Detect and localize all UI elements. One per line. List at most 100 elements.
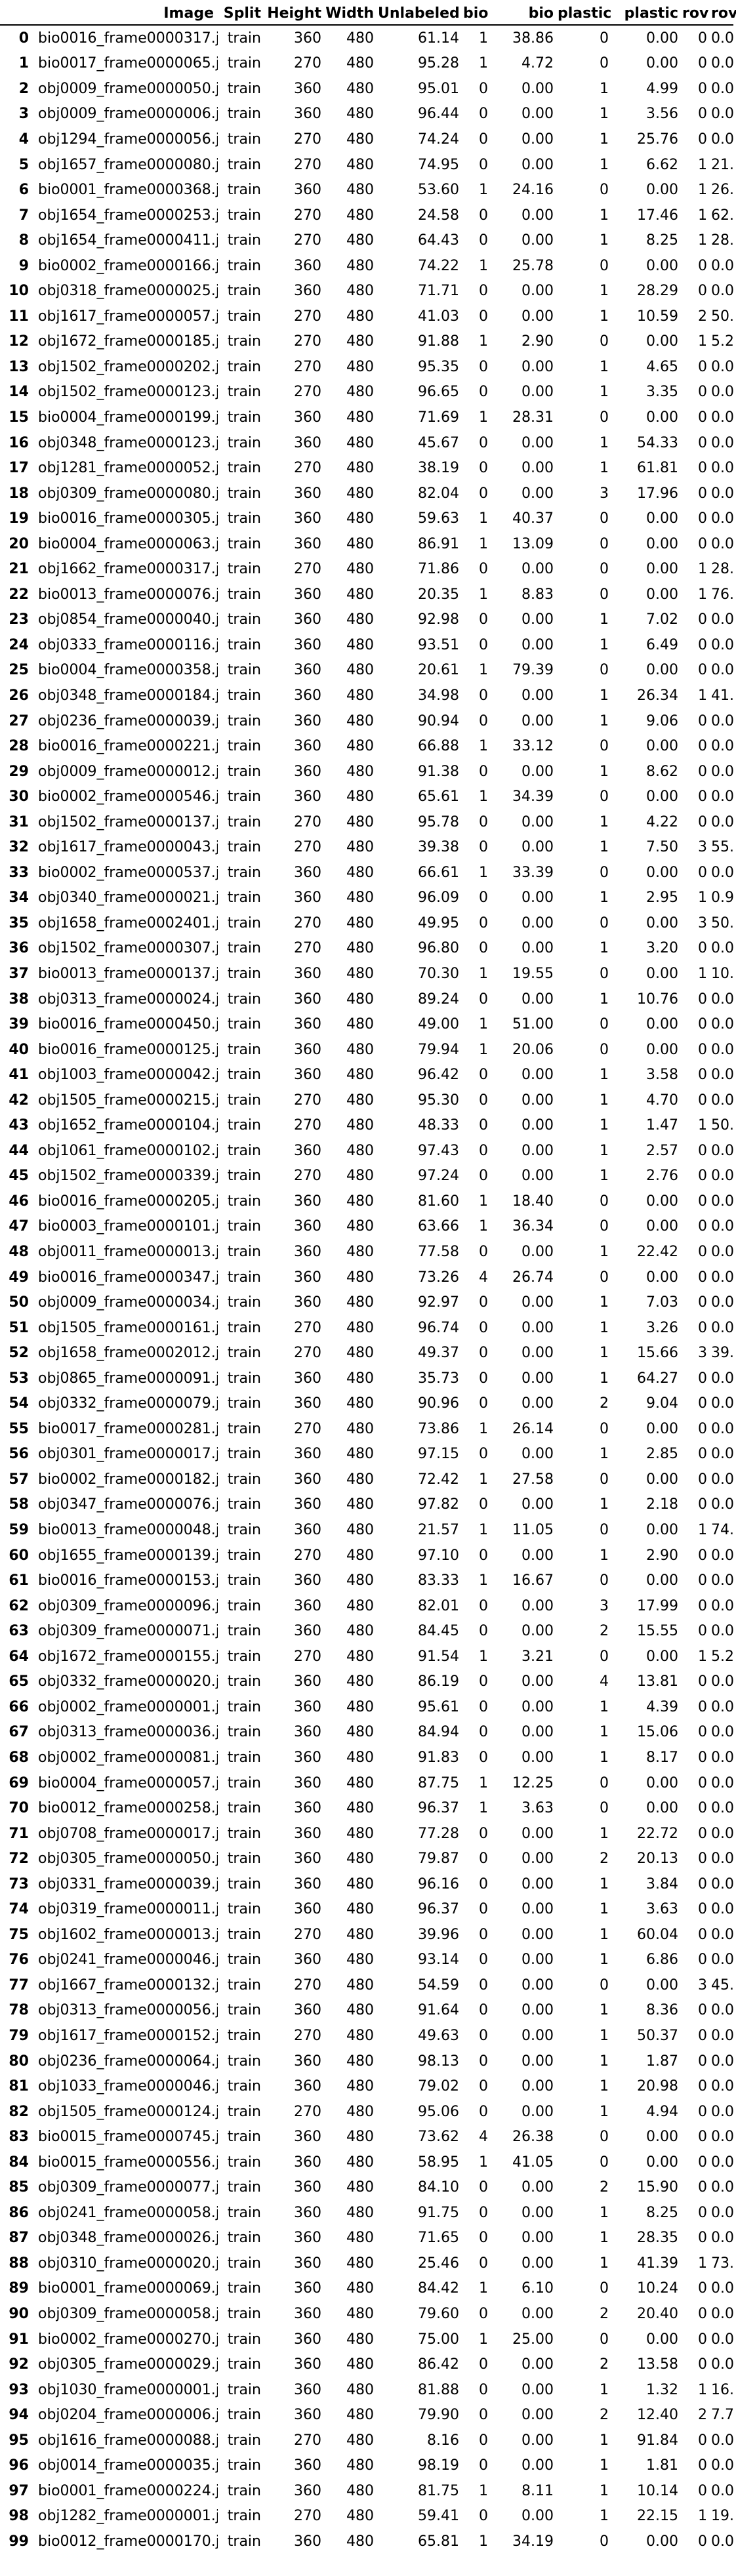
cell-rov-count: 0	[698, 1825, 707, 1842]
cell-split: train	[227, 106, 261, 123]
cell-height: 360	[294, 586, 321, 603]
cell-rov-percent: 0.00	[711, 2305, 733, 2322]
cell-split: train	[227, 1926, 261, 1943]
cell-rov-percent: 0.00	[711, 1850, 733, 1868]
cell-rov-count: 0	[698, 1724, 707, 1741]
cell-width: 480	[346, 460, 374, 477]
cell-width: 480	[346, 2154, 374, 2171]
cell-height: 270	[294, 460, 321, 477]
cell-rov-percent: 0.00	[711, 1244, 733, 1261]
cell-width: 480	[346, 1294, 374, 1311]
cell-image: obj1617_frame0000057.jpg	[38, 308, 218, 325]
cell-plastic-count: 1	[600, 1446, 609, 1463]
cell-plastic-count: 0	[600, 535, 609, 552]
table-row: 28 bio0016_frame0000221.jpg train 360 480 66.…	[0, 733, 733, 759]
cell-rov-count: 0	[698, 2053, 707, 2070]
cell-plastic-percent: 0.00	[646, 561, 678, 578]
table-row: 54 obj0332_frame0000079.jpg train 360 480 90.…	[0, 1391, 733, 1417]
cell-rov-percent: 0.00	[711, 1724, 733, 1741]
cell-width: 480	[346, 1825, 374, 1842]
cell-width: 480	[346, 308, 374, 325]
cell-unlabeled: 72.42	[418, 1471, 459, 1488]
cell-split: train	[227, 1597, 261, 1614]
cell-bio-percent: 0.00	[521, 2027, 554, 2044]
cell-height: 360	[294, 2204, 321, 2221]
cell-unlabeled: 95.61	[418, 1698, 459, 1715]
cell-rov-count: 0	[698, 1597, 707, 1614]
cell-unlabeled: 91.64	[418, 2002, 459, 2019]
cell-split: train	[227, 384, 261, 401]
cell-rov-count: 0	[698, 1218, 707, 1235]
cell-split: train	[227, 813, 261, 830]
table-row: 11 obj1617_frame0000057.jpg train 270 480 41.…	[0, 304, 733, 329]
cell-image: obj0309_frame0000077.jpg	[38, 2179, 218, 2196]
cell-bio-count: 0	[479, 434, 488, 451]
cell-split: train	[227, 1774, 261, 1791]
cell-rov-count: 0	[698, 358, 707, 375]
row-index: 28	[9, 738, 29, 755]
cell-image: obj0305_frame0000050.jpg	[38, 1850, 218, 1868]
cell-unlabeled: 96.44	[418, 106, 459, 123]
cell-plastic-percent: 3.58	[646, 1067, 678, 1084]
cell-bio-count: 0	[479, 1698, 488, 1715]
dataframe-table: Image Split Height Width Unlabeled bio b…	[0, 3, 736, 2554]
cell-bio-percent: 0.00	[521, 687, 554, 704]
cell-plastic-percent: 22.72	[637, 1825, 678, 1842]
cell-rov-count: 0	[698, 1370, 707, 1387]
cell-image: bio0001_frame0000224.jpg	[38, 2482, 218, 2499]
cell-plastic-percent: 54.33	[637, 434, 678, 451]
cell-bio-count: 0	[479, 940, 488, 957]
cell-bio-percent: 0.00	[521, 1623, 554, 1640]
table-row: 83 bio0015_frame0000745.jpg train 360 480 73.…	[0, 2124, 733, 2150]
cell-height: 270	[294, 1168, 321, 1185]
cell-bio-count: 0	[479, 2053, 488, 2070]
cell-rov-percent: 0.00	[711, 1698, 733, 1715]
cell-height: 360	[294, 434, 321, 451]
cell-plastic-percent: 0.00	[646, 966, 678, 982]
cell-rov-count: 0	[698, 1800, 707, 1817]
row-index: 76	[9, 1952, 29, 1969]
cell-rov-count: 1	[698, 2508, 707, 2525]
cell-width: 480	[346, 1117, 374, 1134]
cell-bio-count: 0	[479, 2432, 488, 2449]
cell-bio-count: 0	[479, 687, 488, 704]
row-index: 67	[9, 1724, 29, 1741]
row-index: 70	[9, 1800, 29, 1817]
row-index: 68	[9, 1749, 29, 1766]
cell-width: 480	[346, 2053, 374, 2070]
cell-rov-count: 0	[698, 1547, 707, 1564]
cell-image: bio0017_frame0000065.jpg	[38, 55, 218, 72]
cell-height: 360	[294, 712, 321, 729]
cell-bio-percent: 0.00	[521, 813, 554, 830]
cell-rov-count: 0	[698, 2331, 707, 2348]
cell-width: 480	[346, 788, 374, 806]
cell-rov-count: 0	[698, 1673, 707, 1690]
cell-bio-percent: 0.00	[521, 712, 554, 729]
table-row: 53 obj0865_frame0000091.jpg train 360 480 35.…	[0, 1366, 733, 1391]
cell-unlabeled: 92.98	[418, 611, 459, 628]
row-index: 73	[9, 1875, 29, 1892]
table-row: 92 obj0305_frame0000029.jpg train 360 480 86.…	[0, 2352, 733, 2377]
cell-bio-count: 0	[479, 2255, 488, 2272]
cell-split: train	[227, 1370, 261, 1387]
table-row: 67 obj0313_frame0000036.jpg train 360 480 84.…	[0, 1720, 733, 1746]
cell-rov-percent: 19.22	[711, 2508, 733, 2525]
cell-bio-percent: 0.00	[521, 2381, 554, 2398]
cell-split: train	[227, 207, 261, 224]
cell-bio-percent: 0.00	[521, 106, 554, 123]
cell-rov-percent: 0.00	[711, 2280, 733, 2297]
cell-image: bio0002_frame0000546.jpg	[38, 788, 218, 806]
cell-rov-percent: 0.00	[711, 1370, 733, 1387]
cell-unlabeled: 97.10	[418, 1547, 459, 1564]
cell-split: train	[227, 889, 261, 907]
cell-rov-count: 0	[698, 1142, 707, 1159]
cell-plastic-percent: 0.00	[646, 1774, 678, 1791]
cell-rov-percent: 0.00	[711, 1142, 733, 1159]
cell-bio-count: 0	[479, 2508, 488, 2525]
row-index: 2	[18, 80, 29, 97]
table-row: 52 obj1658_frame0002012.jpg train 270 480 49.…	[0, 1340, 733, 1366]
cell-image: obj0340_frame0000021.jpg	[38, 889, 218, 907]
cell-bio-count: 0	[479, 1825, 488, 1842]
row-index: 17	[9, 460, 29, 477]
cell-width: 480	[346, 636, 374, 653]
